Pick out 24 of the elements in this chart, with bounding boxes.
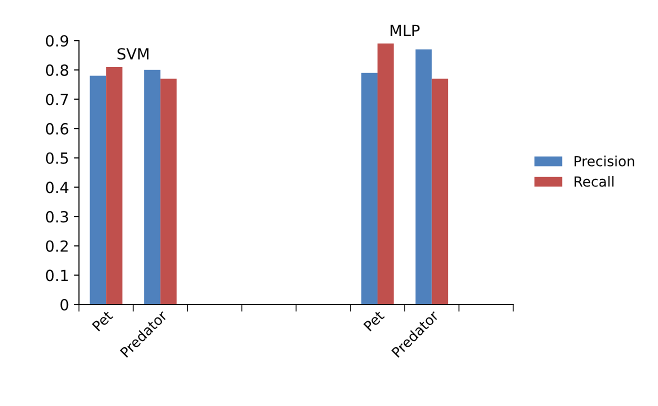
y-tick-label: 0.9 [46,35,68,47]
annotation: SVM [118,48,148,60]
bar [90,76,106,304]
bar [160,78,177,304]
y-tick-label: 0.4 [46,182,68,194]
text: MLP [390,24,420,36]
y-tick-label: 0.5 [46,152,68,164]
y-tick-label: 0.2 [46,240,68,252]
bar [106,66,122,304]
legend-label: Precision [574,156,634,166]
bar [361,72,378,304]
y-tick-label: 0 [60,298,68,311]
bar [378,44,394,304]
y-tick-label: 0.7 [46,94,68,106]
y-tick-label: 0.8 [46,64,68,76]
bar [144,70,160,304]
y-tick-label: 0.3 [46,211,68,223]
y-tick-label: 0.6 [46,123,68,135]
x-tick-label: Pet [363,310,385,332]
legend-label: Recall [574,176,614,187]
bar [432,78,448,304]
y-tick-label: 0.1 [46,270,68,282]
x-tick-label: Pet [92,310,114,332]
bar [416,49,432,304]
